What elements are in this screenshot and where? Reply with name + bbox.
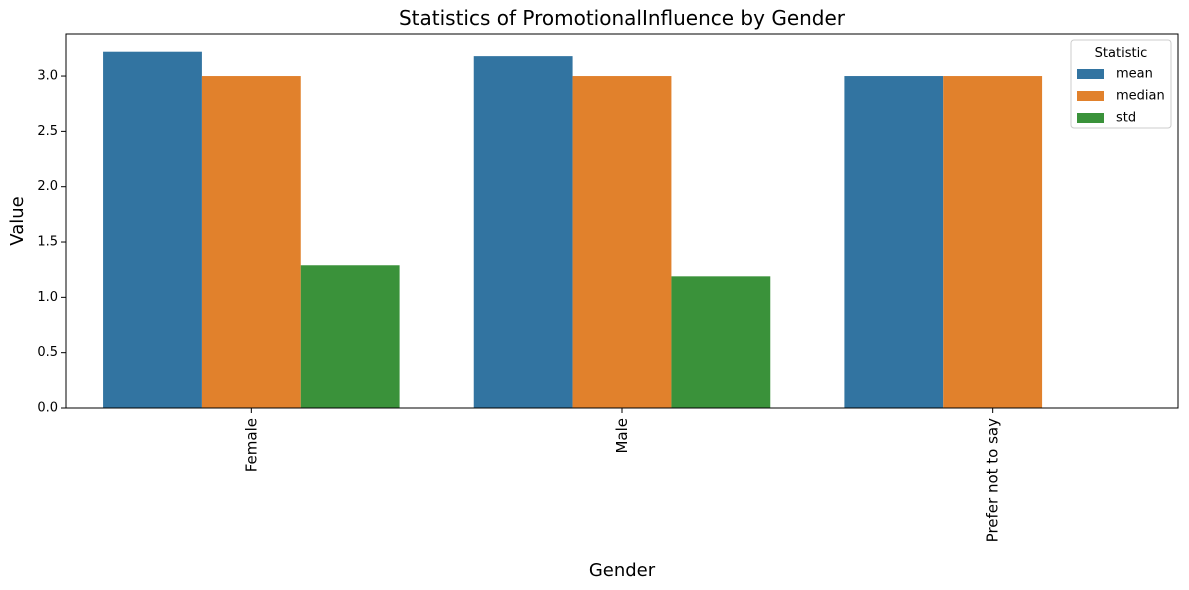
bar-mean-male xyxy=(473,56,573,408)
x-tick-label: Prefer not to say xyxy=(984,418,1002,542)
bar-mean-female xyxy=(103,51,202,409)
legend-label-std: std xyxy=(1116,111,1136,126)
y-tick-label: 1.0 xyxy=(37,290,58,305)
legend-swatch-median xyxy=(1077,91,1104,101)
x-axis-label: Gender xyxy=(589,560,656,581)
bar-std-male xyxy=(671,276,771,408)
y-tick-label: 3.0 xyxy=(37,69,58,84)
bar-std-female xyxy=(300,265,400,408)
legend-label-median: median xyxy=(1116,89,1165,104)
bar-median-female xyxy=(201,76,301,409)
y-tick-label: 0.5 xyxy=(37,345,58,360)
x-tick-label: Female xyxy=(242,418,260,472)
legend-label-mean: mean xyxy=(1116,67,1153,82)
legend: Statistic mean median std xyxy=(1070,39,1172,129)
y-tick-label: 0.0 xyxy=(37,401,58,416)
y-tick-label: 2.5 xyxy=(37,124,58,139)
legend-box xyxy=(1070,39,1172,129)
x-tick-label: Male xyxy=(613,418,631,454)
legend-swatch-std xyxy=(1077,113,1104,123)
bar-median-prefer-not-to-say xyxy=(943,76,1043,409)
bar-median-male xyxy=(572,76,672,409)
legend-swatch-mean xyxy=(1077,69,1104,79)
chart-title: Statistics of PromotionalInfluence by Ge… xyxy=(399,6,846,30)
y-axis-label: Value xyxy=(7,196,28,245)
y-tick-label: 2.0 xyxy=(37,179,58,194)
plot-area: Female Male Prefer not to say 0.0 0.5 1.0 1.5 2… xyxy=(37,33,1179,542)
plot-frame xyxy=(65,33,1179,409)
bar-mean-prefer-not-to-say xyxy=(844,76,944,409)
legend-title: Statistic xyxy=(1095,46,1148,61)
y-tick-label: 1.5 xyxy=(37,235,58,250)
